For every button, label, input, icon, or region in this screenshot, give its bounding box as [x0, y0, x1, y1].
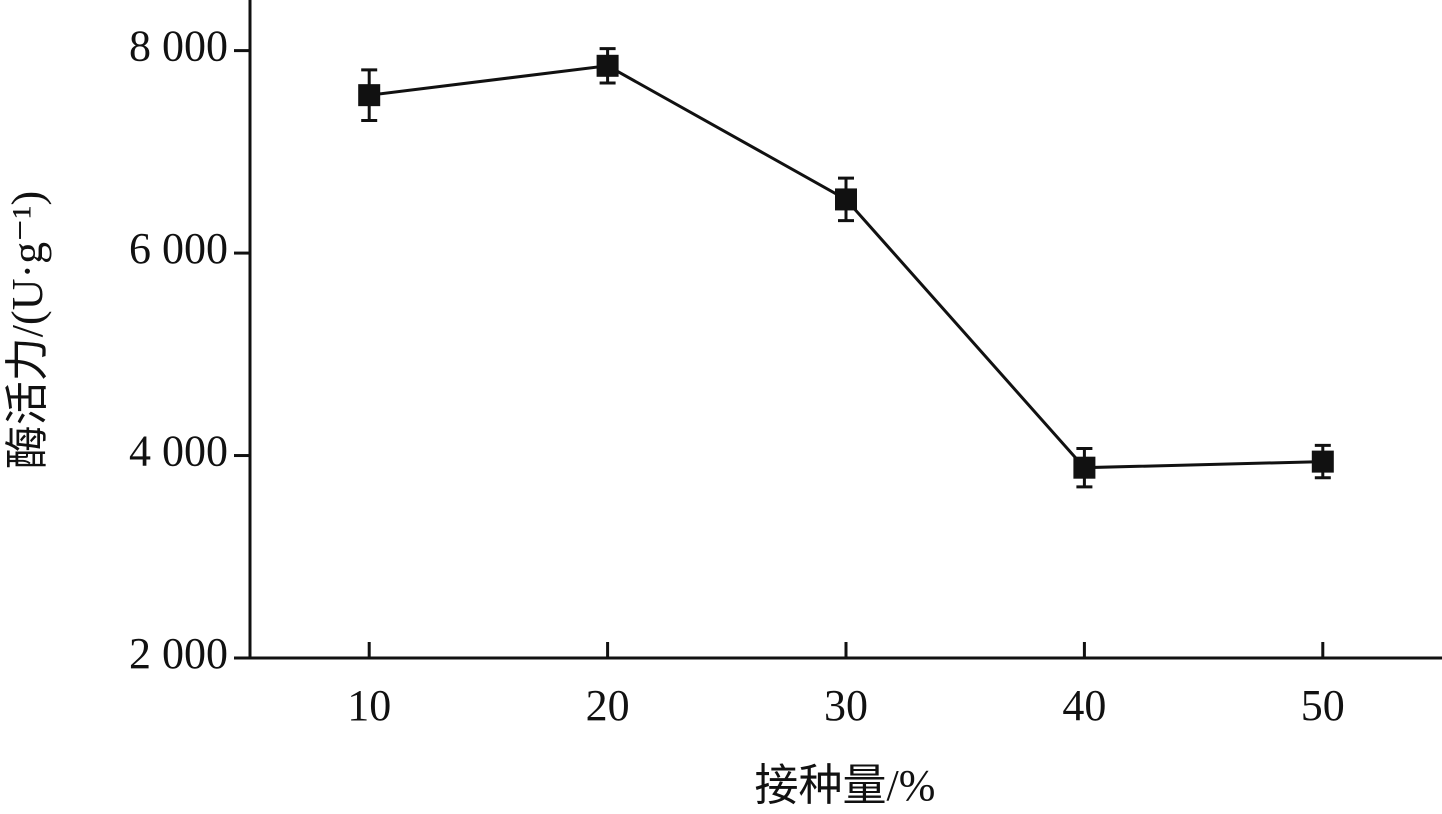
- marker: [1073, 456, 1096, 479]
- x-axis-label: 接种量/%: [755, 761, 936, 810]
- marker: [596, 54, 619, 77]
- y-tick-label: 6 000: [129, 224, 228, 273]
- y-tick-label: 4 000: [129, 427, 228, 476]
- y-tick-label: 8 000: [129, 22, 228, 71]
- x-tick-label: 50: [1301, 681, 1345, 730]
- x-tick-label: 30: [824, 681, 868, 730]
- x-tick-label: 40: [1062, 681, 1106, 730]
- y-tick-label: 2 000: [129, 629, 228, 678]
- line: [369, 64, 1323, 470]
- marker: [358, 84, 381, 107]
- x-tick-label: 10: [347, 681, 391, 730]
- y-axis-label: 酶活力/(U·g⁻¹): [3, 191, 52, 469]
- marker: [835, 188, 857, 211]
- x-tick-label: 20: [586, 681, 630, 730]
- marker: [1311, 450, 1334, 473]
